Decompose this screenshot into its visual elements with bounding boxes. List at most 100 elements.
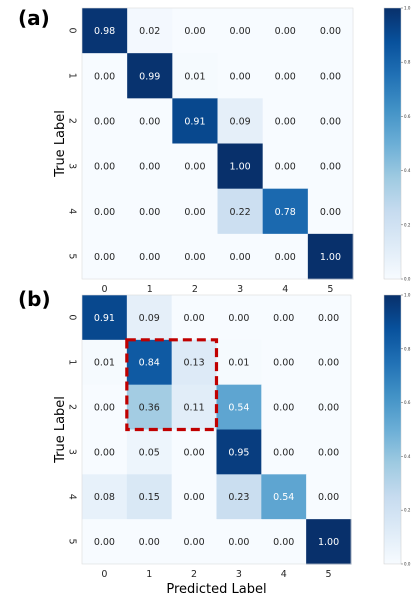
cell-value-label: 0.00	[183, 537, 204, 548]
y-tick-label: 1	[67, 359, 78, 365]
cell-value-label: 0.00	[318, 358, 339, 369]
heatmap-cell	[216, 474, 262, 520]
cell-value-label: 0.00	[139, 252, 160, 263]
heatmap-cell	[262, 188, 309, 235]
heatmap-cell	[262, 98, 309, 144]
cell-value-label: 0.00	[94, 71, 115, 82]
cell-value-label: 0.01	[184, 71, 205, 82]
heatmap-cell	[306, 384, 352, 430]
heatmap-cell	[172, 53, 218, 99]
heatmap-cell	[262, 233, 309, 280]
cell-value-label: 0.00	[318, 492, 339, 503]
heatmap-cell	[307, 143, 354, 190]
cell-value-label: 0.02	[139, 26, 160, 37]
heatmap-cell	[126, 384, 173, 430]
x-tick-label: 1	[146, 569, 152, 580]
heatmap-cell	[216, 295, 262, 341]
heatmap-cell	[261, 295, 307, 341]
cell-value-label: 0.00	[184, 207, 205, 218]
heatmap-cell	[82, 519, 128, 565]
cell-value-label: 0.05	[139, 447, 160, 458]
x-tick-label: 1	[147, 284, 153, 295]
cell-value-label: 0.00	[320, 71, 341, 82]
heatmap-cell	[216, 339, 262, 386]
x-tick-label: 0	[102, 284, 108, 295]
x-tick-label: 0	[101, 569, 107, 580]
colorbar-tick-label: 0.6	[404, 114, 411, 119]
plot-frame	[81, 7, 354, 280]
heatmap-cell	[307, 233, 354, 280]
cell-value-label: 0.23	[228, 492, 249, 503]
colorbar-tick-label: 0.4	[404, 168, 411, 173]
heatmap-cell	[216, 429, 262, 475]
colorbar	[383, 7, 402, 280]
cell-value-label: 0.00	[230, 26, 251, 37]
cell-value-label: 0.95	[228, 447, 249, 458]
x-tick-label: 3	[236, 569, 242, 580]
cell-value-label: 0.00	[318, 403, 339, 414]
cell-value-label: 0.00	[94, 162, 115, 173]
cell-value-label: 0.00	[139, 162, 160, 173]
cell-value-label: 0.00	[94, 447, 115, 458]
cell-value-label: 0.36	[139, 403, 160, 414]
cell-value-label: 1.00	[318, 537, 339, 548]
cell-value-label: 0.00	[230, 252, 251, 263]
cell-value-label: 0.00	[320, 162, 341, 173]
cell-value-label: 0.98	[94, 26, 115, 37]
heatmap-cell	[172, 8, 218, 54]
heatmap-cell	[306, 339, 352, 386]
heatmap-cell	[126, 295, 173, 341]
cell-value-label: 0.00	[320, 26, 341, 37]
heatmap-cell	[306, 519, 352, 565]
heatmap-cell	[127, 53, 173, 99]
heatmap-cell	[172, 233, 218, 280]
cell-value-label: 0.00	[94, 252, 115, 263]
heatmap-cell	[172, 98, 218, 144]
heatmap-cell	[306, 474, 352, 520]
cell-value-label: 0.00	[183, 447, 204, 458]
colorbar	[383, 294, 402, 565]
heatmap-cell	[262, 53, 309, 99]
heatmap-cell	[82, 53, 128, 99]
colorbar-tick-label: 0.2	[404, 508, 411, 513]
y-tick-label: 3	[67, 449, 78, 455]
cell-value-label: 0.00	[275, 26, 296, 37]
heatmap-cell	[82, 188, 128, 235]
cell-value-label: 0.00	[184, 162, 205, 173]
cell-value-label: 0.13	[183, 358, 204, 369]
x-tick-label: 4	[281, 569, 287, 580]
cell-value-label: 0.00	[228, 537, 249, 548]
cell-value-label: 0.22	[230, 207, 251, 218]
highlight-box	[125, 338, 219, 432]
cell-value-label: 0.91	[184, 116, 205, 127]
heatmap-cell	[126, 429, 173, 475]
cell-value-label: 0.54	[228, 403, 249, 414]
cell-value-label: 0.00	[94, 116, 115, 127]
heatmap-cell	[127, 8, 173, 54]
heatmap-cell	[82, 143, 128, 190]
colorbar-tick-label: 0.0	[404, 561, 411, 566]
colorbar-tick-label: 0.8	[404, 60, 411, 65]
heatmap-cell	[82, 339, 128, 386]
cell-value-label: 0.00	[275, 71, 296, 82]
cell-value-label: 0.91	[94, 313, 115, 324]
cell-value-label: 0.00	[94, 403, 115, 414]
cell-value-label: 0.08	[94, 492, 115, 503]
heatmap-cell	[171, 295, 217, 341]
heatmap-cell	[261, 429, 307, 475]
cell-value-label: 0.78	[275, 207, 296, 218]
cell-value-label: 0.00	[230, 71, 251, 82]
cell-value-label: 0.00	[318, 447, 339, 458]
heatmap-cell	[126, 474, 173, 520]
cell-value-label: 0.00	[184, 26, 205, 37]
cell-value-label: 1.00	[320, 252, 341, 263]
heatmap-cell	[261, 519, 307, 565]
cell-value-label: 0.00	[139, 207, 160, 218]
heatmap-cell	[306, 429, 352, 475]
y-axis-title: True Label	[53, 396, 68, 464]
heatmap-cell	[82, 295, 128, 341]
cell-value-label: 0.00	[318, 313, 339, 324]
cell-value-label: 0.00	[275, 116, 296, 127]
x-tick-label: 3	[237, 284, 243, 295]
